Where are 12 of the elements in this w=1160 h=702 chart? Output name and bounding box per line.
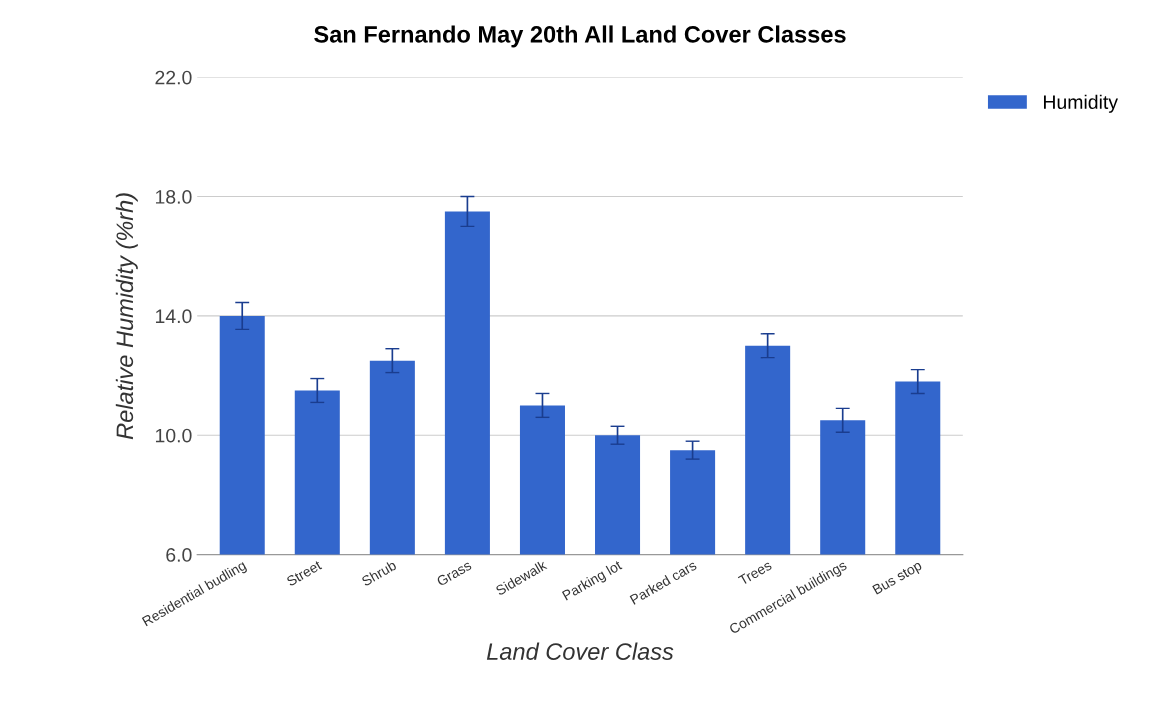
y-tick-label: 6.0 bbox=[166, 548, 192, 562]
y-axis-title: Relative Humidity (%rh) bbox=[115, 193, 138, 440]
x-axis-title: Land Cover Class bbox=[486, 642, 674, 660]
x-tick-label: Bus stop bbox=[872, 560, 924, 598]
y-tick-label: 18.0 bbox=[155, 190, 192, 204]
y-tick-label: 10.0 bbox=[155, 428, 192, 443]
legend-label: Humidity bbox=[1044, 94, 1118, 113]
x-tick-label: Trees bbox=[737, 560, 773, 586]
y-tick-label: 22.0 bbox=[155, 70, 192, 85]
y-tick-label: 14.0 bbox=[155, 309, 192, 324]
chart-title: San Fernando May 20th All Land Cover Classes bbox=[314, 25, 846, 48]
x-tick-label: Grass bbox=[436, 560, 473, 587]
